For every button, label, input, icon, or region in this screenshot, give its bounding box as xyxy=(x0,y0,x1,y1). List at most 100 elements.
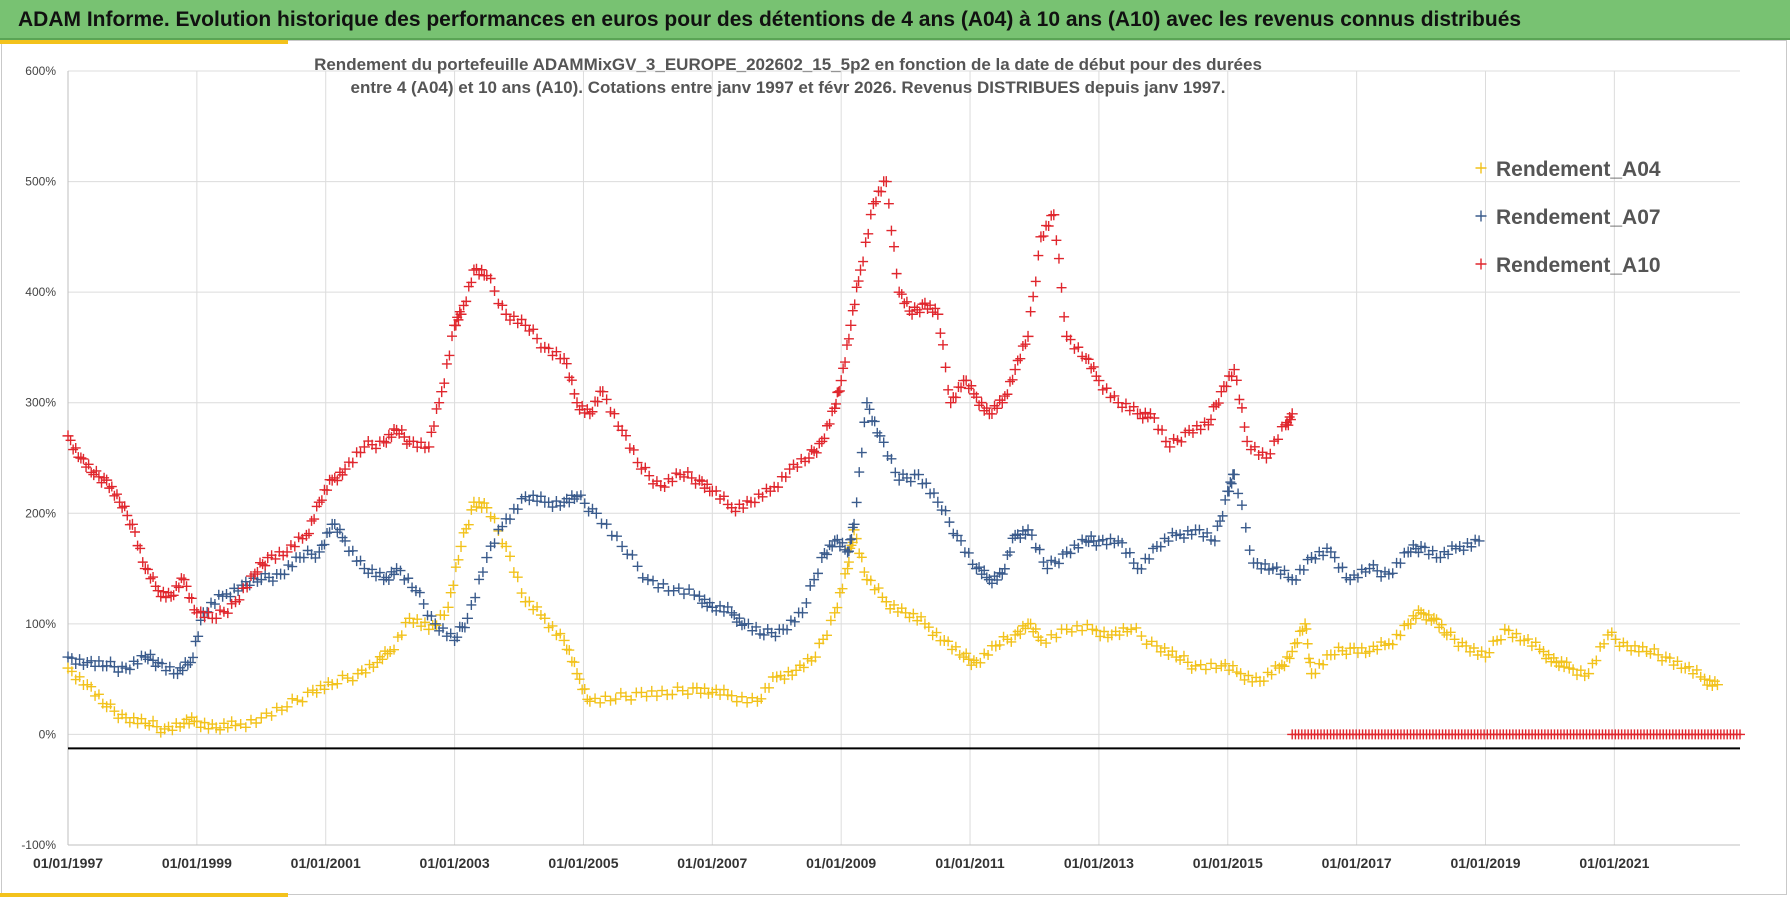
data-point xyxy=(1368,559,1379,570)
data-point xyxy=(832,534,843,545)
data-point xyxy=(870,196,881,207)
data-point xyxy=(389,644,400,655)
data-point xyxy=(1056,282,1067,293)
data-point xyxy=(992,403,1003,414)
data-point xyxy=(992,574,1003,585)
data-point xyxy=(1286,646,1298,657)
data-point xyxy=(287,693,298,704)
data-point xyxy=(434,397,445,408)
data-point xyxy=(811,447,822,458)
data-point xyxy=(1041,563,1053,575)
data-point xyxy=(160,592,171,603)
data-point xyxy=(718,491,729,502)
data-point xyxy=(1093,375,1105,387)
data-point xyxy=(689,590,700,601)
data-point xyxy=(1283,572,1294,583)
data-point xyxy=(893,474,905,486)
data-point xyxy=(1423,609,1434,620)
data-point xyxy=(975,657,986,668)
data-point xyxy=(1270,660,1281,671)
data-point xyxy=(956,382,967,393)
data-point xyxy=(1213,398,1224,409)
data-point xyxy=(86,681,97,692)
data-point xyxy=(1548,652,1559,663)
data-point xyxy=(613,421,624,432)
data-point xyxy=(718,684,729,695)
data-point xyxy=(793,607,804,618)
x-tick-label: 01/01/2009 xyxy=(806,855,876,871)
data-point xyxy=(519,319,531,331)
data-point xyxy=(339,463,351,475)
data-point xyxy=(360,667,371,678)
data-point xyxy=(726,607,738,619)
data-point xyxy=(303,528,314,539)
legend-label: Rendement_A07 xyxy=(1496,206,1661,229)
data-point xyxy=(822,630,833,641)
data-point xyxy=(896,603,907,614)
data-point xyxy=(431,620,442,631)
data-point xyxy=(1511,628,1522,639)
data-point xyxy=(408,436,419,447)
data-point xyxy=(1178,532,1189,543)
data-point xyxy=(574,674,585,685)
data-point xyxy=(943,636,954,647)
data-point xyxy=(1053,253,1064,264)
data-point xyxy=(199,717,210,728)
data-point xyxy=(869,416,880,427)
data-point xyxy=(950,641,961,652)
data-point xyxy=(1231,375,1242,386)
data-point xyxy=(453,314,464,325)
x-tick-label: 01/01/2017 xyxy=(1322,855,1392,871)
data-point xyxy=(1007,374,1018,385)
data-point xyxy=(78,453,89,464)
data-point xyxy=(921,478,932,489)
data-point xyxy=(151,721,162,732)
data-point xyxy=(833,386,844,397)
data-point xyxy=(923,622,934,633)
data-point xyxy=(848,518,860,530)
data-point xyxy=(558,634,570,646)
data-point xyxy=(678,589,689,600)
data-point xyxy=(292,695,303,706)
data-point xyxy=(342,673,353,684)
data-point xyxy=(152,585,164,597)
data-point xyxy=(1418,608,1429,619)
data-point xyxy=(395,565,406,576)
data-point xyxy=(1292,637,1303,648)
data-point xyxy=(117,502,128,513)
data-point xyxy=(186,712,197,723)
data-point xyxy=(150,661,161,672)
data-point xyxy=(1556,656,1567,667)
data-point xyxy=(1164,441,1176,453)
x-tick-label: 01/01/2013 xyxy=(1064,855,1134,871)
data-point xyxy=(1091,625,1102,636)
data-point xyxy=(816,435,828,447)
data-point xyxy=(177,665,188,676)
data-point xyxy=(516,314,527,325)
data-point xyxy=(551,346,562,357)
y-tick-label: 600% xyxy=(25,64,56,78)
data-point xyxy=(535,610,546,621)
data-point xyxy=(829,535,841,547)
data-point xyxy=(1101,383,1112,394)
data-point xyxy=(450,562,461,573)
data-point xyxy=(1321,543,1332,554)
data-point xyxy=(181,581,192,592)
data-point xyxy=(1252,557,1263,568)
data-point xyxy=(1195,659,1206,670)
data-point xyxy=(684,584,695,595)
data-point xyxy=(873,583,884,594)
data-point xyxy=(142,654,153,665)
data-point xyxy=(1053,558,1064,569)
data-point xyxy=(65,435,76,446)
data-point xyxy=(418,598,429,609)
data-point xyxy=(1077,351,1088,362)
data-point xyxy=(1200,664,1211,675)
data-point xyxy=(389,423,400,434)
legend: Rendement_A04 Rendement_A07 Rendement_A10 xyxy=(1496,158,1661,277)
data-point xyxy=(1012,355,1023,366)
data-point xyxy=(453,554,464,565)
data-point xyxy=(74,671,85,682)
chart-frame xyxy=(1,40,1787,895)
data-point xyxy=(267,576,278,587)
